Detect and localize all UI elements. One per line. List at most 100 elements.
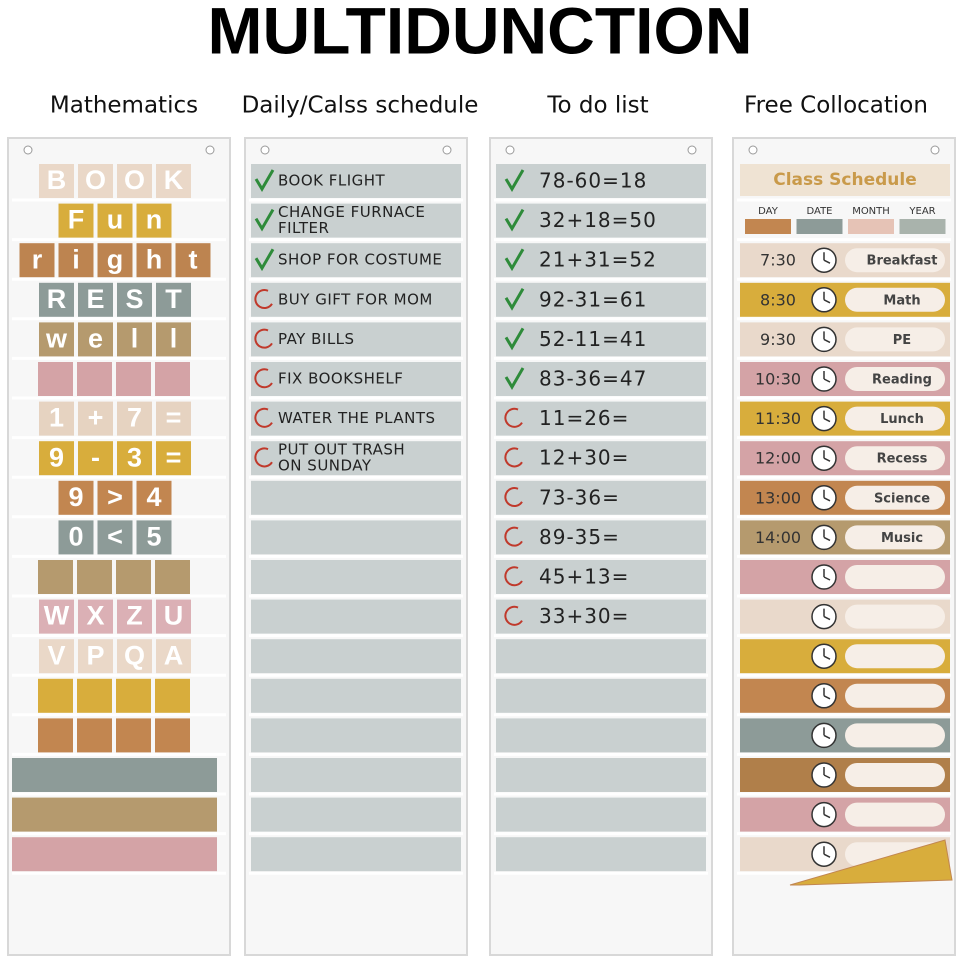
tile-letter: Z	[126, 601, 143, 631]
tile-letter: R	[47, 284, 67, 314]
tile-letter: r	[32, 244, 43, 274]
pocket-card	[496, 164, 706, 198]
open-mark	[504, 566, 523, 587]
blank-tile	[116, 362, 151, 396]
tile-letter: B	[47, 165, 67, 195]
time-label: 14:00	[755, 528, 801, 547]
tile-letter: P	[86, 640, 104, 670]
tile-letter: U	[164, 601, 184, 631]
blank-tile	[38, 718, 73, 753]
tile-letter: n	[146, 205, 163, 235]
letter-tile	[39, 639, 74, 674]
letter-tile	[39, 164, 74, 198]
check-mark	[254, 208, 275, 232]
pocket-card	[496, 639, 706, 674]
time-label: 13:00	[755, 488, 801, 507]
blank-strip	[12, 837, 217, 872]
pocket-card	[496, 322, 706, 357]
subject-label: Reading	[872, 373, 932, 388]
tile-letter: -	[91, 442, 100, 472]
open-mark	[504, 605, 523, 626]
letter-tile	[117, 599, 152, 634]
tile-letter: w	[45, 324, 68, 354]
equation: 92-31=61	[539, 287, 647, 311]
tile-letter: 9	[68, 482, 83, 512]
blank-tile	[155, 678, 190, 713]
pocket-card	[251, 401, 461, 436]
pocket-card	[496, 441, 706, 476]
letter-tile	[117, 322, 152, 357]
letter-tile	[78, 282, 113, 317]
panel-title: Free Collocation	[744, 93, 928, 119]
pocket-card	[251, 758, 461, 792]
open-mark	[504, 447, 523, 468]
pocket-card	[496, 520, 706, 555]
tile-letter: O	[85, 165, 106, 195]
letter-tile	[97, 243, 133, 278]
subject-pill	[845, 604, 945, 629]
subject-label: Math	[883, 293, 920, 308]
blank-tile	[38, 560, 73, 594]
letter-tile	[19, 243, 55, 278]
equation: 21+31=52	[539, 248, 657, 272]
check-mark	[504, 288, 525, 311]
subject-pill	[845, 525, 945, 550]
subject-label: Science	[874, 491, 930, 506]
letter-tile	[156, 599, 191, 634]
subject-pill	[845, 565, 945, 589]
letter-tile	[156, 441, 191, 476]
task-text: PUT OUT TRASH	[278, 441, 405, 459]
clock-hands	[823, 687, 831, 700]
tile-letter: 3	[127, 442, 142, 472]
tile-letter: u	[107, 205, 124, 235]
letter-tile	[117, 282, 152, 317]
letter-tile	[78, 639, 113, 674]
letter-tile	[78, 322, 113, 357]
open-mark	[254, 289, 273, 310]
check-mark	[504, 169, 525, 192]
equation: 83-36=47	[539, 367, 647, 391]
open-mark	[254, 447, 273, 468]
task-text: ON SUNDAY	[278, 457, 372, 475]
subject-label: Breakfast	[867, 254, 938, 269]
pocket-card	[496, 560, 706, 594]
tile-letter: >	[107, 482, 123, 512]
subject-pill	[845, 723, 945, 748]
letter-tile	[39, 322, 74, 357]
pocket-card	[496, 797, 706, 832]
equation: 52-11=41	[539, 327, 647, 351]
clock-hands	[823, 648, 831, 660]
equation: 11=26=	[539, 406, 629, 430]
blank-tile	[116, 678, 151, 713]
pocket-card	[496, 837, 706, 872]
tile-letter: V	[47, 640, 65, 670]
tile-letter: 9	[49, 442, 64, 472]
open-mark	[504, 526, 523, 547]
task-text: CHANGE FURNACE	[278, 203, 425, 221]
pocket-card	[251, 639, 461, 674]
date-box	[848, 219, 894, 234]
subject-pill	[845, 802, 945, 827]
grommet	[260, 145, 270, 155]
panel-title: To do list	[546, 93, 648, 119]
letter-tile	[58, 520, 94, 555]
subject-pill	[845, 446, 945, 471]
letter-tile	[58, 243, 94, 278]
open-mark	[254, 328, 273, 349]
time-label: 12:00	[755, 449, 801, 468]
pocket-card	[251, 837, 461, 872]
grommet	[748, 145, 758, 155]
main-title: MULTIDUNCTION	[207, 0, 752, 67]
check-mark	[504, 248, 525, 272]
task-text: BOOK FLIGHT	[278, 172, 386, 190]
tile-letter: F	[68, 205, 85, 235]
clock-hands	[823, 806, 831, 819]
blank-tile	[77, 362, 112, 396]
check-mark	[504, 367, 525, 390]
letter-tile	[97, 520, 133, 555]
tile-letter: 4	[146, 482, 161, 512]
letter-tile	[156, 322, 191, 357]
grommet	[930, 145, 940, 155]
pocket-card	[251, 797, 461, 832]
tile-letter: =	[166, 442, 182, 472]
